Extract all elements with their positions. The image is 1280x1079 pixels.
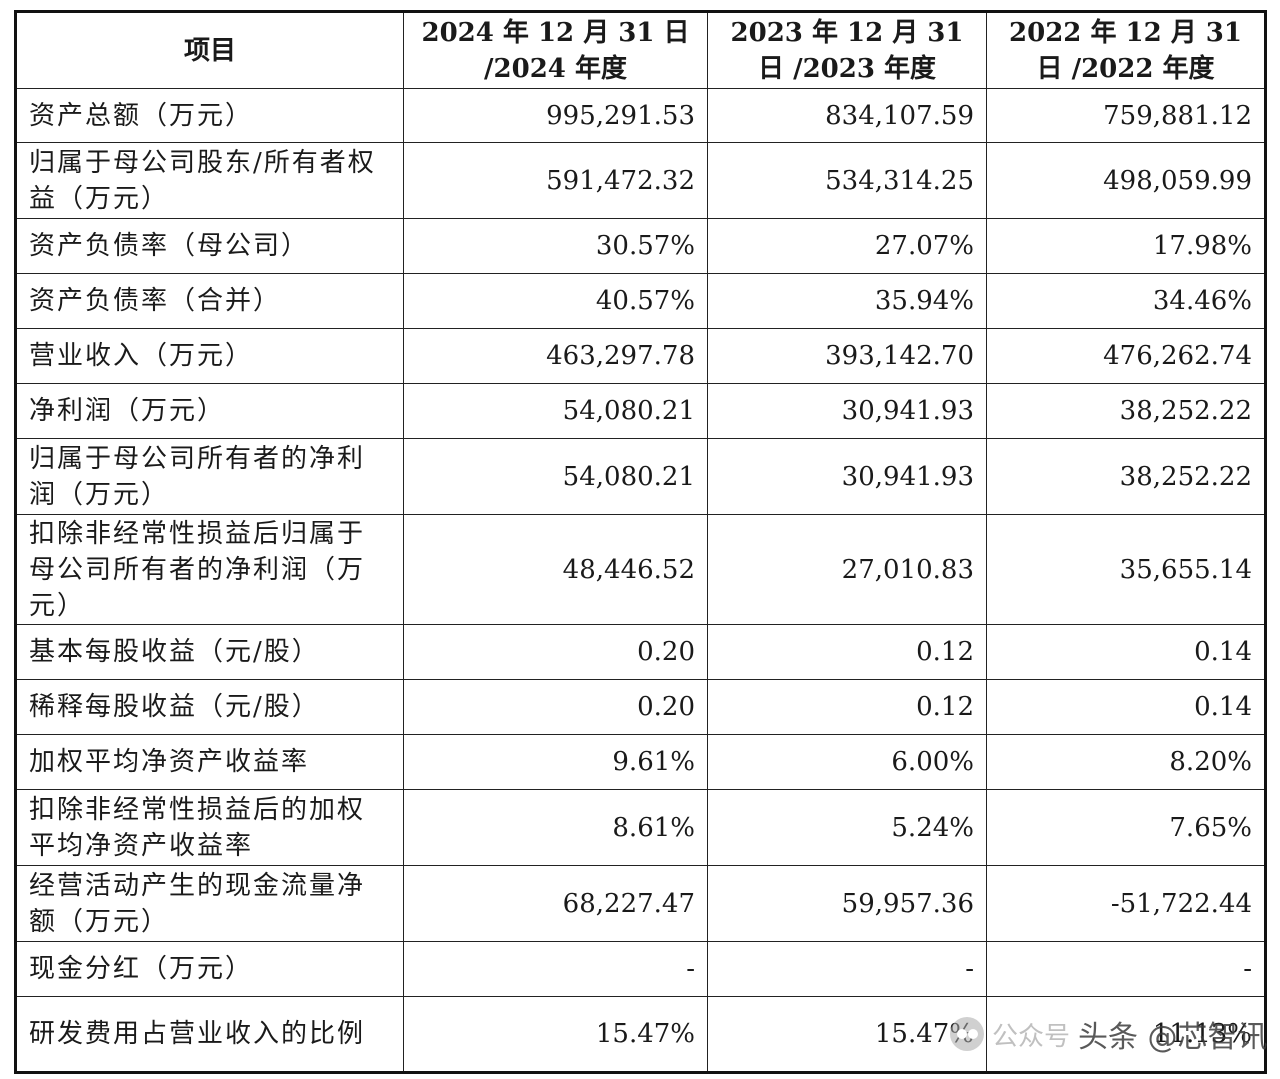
- table-header-row: 项目 2024 年 12 月 31 日 /2024 年度 2023 年 12 月…: [15, 11, 1266, 89]
- cell-2023: 534,314.25: [707, 142, 987, 219]
- cell-2022: 759,881.12: [986, 88, 1266, 143]
- cell-2023: 30,941.93: [707, 438, 987, 515]
- cell-2024: 15.47%: [403, 996, 708, 1073]
- cell-2022: -: [986, 941, 1266, 997]
- cell-2023: -: [707, 941, 987, 997]
- cell-2024: 48,446.52: [403, 514, 708, 625]
- row-label: 现金分红（万元）: [15, 941, 404, 997]
- row-label: 营业收入（万元）: [15, 328, 404, 384]
- cell-2023: 834,107.59: [707, 88, 987, 143]
- table-row: 归属于母公司股东/所有者权益（万元） 591,472.32 534,314.25…: [15, 142, 1266, 219]
- cell-2024: 40.57%: [403, 273, 708, 329]
- cell-2024: -: [403, 941, 708, 997]
- cell-2024: 54,080.21: [403, 438, 708, 515]
- cell-2024: 591,472.32: [403, 142, 708, 219]
- cell-2024: 0.20: [403, 679, 708, 735]
- cell-2023: 0.12: [707, 679, 987, 735]
- row-label: 资产负债率（合并）: [15, 273, 404, 329]
- table-row: 稀释每股收益（元/股） 0.20 0.12 0.14: [15, 679, 1266, 735]
- row-label: 加权平均净资产收益率: [15, 734, 404, 790]
- cell-2023: 30,941.93: [707, 383, 987, 439]
- column-header-2022: 2022 年 12 月 31 日 /2022 年度: [986, 11, 1266, 89]
- row-label: 经营活动产生的现金流量净额（万元）: [15, 865, 404, 942]
- cell-2022: 0.14: [986, 624, 1266, 680]
- row-label: 归属于母公司所有者的净利润（万元）: [15, 438, 404, 515]
- cell-2022: 17.98%: [986, 218, 1266, 274]
- cell-2023: 15.47%: [707, 996, 987, 1073]
- table-row: 资产负债率（合并） 40.57% 35.94% 34.46%: [15, 273, 1266, 329]
- column-header-item: 项目: [15, 11, 404, 89]
- table-row: 资产总额（万元） 995,291.53 834,107.59 759,881.1…: [15, 88, 1266, 143]
- row-label: 研发费用占营业收入的比例: [15, 996, 404, 1073]
- cell-2022: 7.65%: [986, 789, 1266, 866]
- row-label: 扣除非经常性损益后归属于母公司所有者的净利润（万元）: [15, 514, 404, 625]
- table-row: 现金分红（万元） - - -: [15, 941, 1266, 997]
- cell-2023: 0.12: [707, 624, 987, 680]
- row-label: 资产负债率（母公司）: [15, 218, 404, 274]
- cell-2023: 5.24%: [707, 789, 987, 866]
- cell-2022: -51,722.44: [986, 865, 1266, 942]
- column-header-2023: 2023 年 12 月 31 日 /2023 年度: [707, 11, 987, 89]
- table-row: 加权平均净资产收益率 9.61% 6.00% 8.20%: [15, 734, 1266, 790]
- table-row: 营业收入（万元） 463,297.78 393,142.70 476,262.7…: [15, 328, 1266, 384]
- row-label: 净利润（万元）: [15, 383, 404, 439]
- table-row: 资产负债率（母公司） 30.57% 27.07% 17.98%: [15, 218, 1266, 274]
- cell-2024: 463,297.78: [403, 328, 708, 384]
- row-label: 归属于母公司股东/所有者权益（万元）: [15, 142, 404, 219]
- row-label: 基本每股收益（元/股）: [15, 624, 404, 680]
- cell-2022: 38,252.22: [986, 438, 1266, 515]
- cell-2022: 34.46%: [986, 273, 1266, 329]
- table-row: 经营活动产生的现金流量净额（万元） 68,227.47 59,957.36 -5…: [15, 865, 1266, 942]
- row-label: 扣除非经常性损益后的加权平均净资产收益率: [15, 789, 404, 866]
- cell-2022: 38,252.22: [986, 383, 1266, 439]
- cell-2023: 6.00%: [707, 734, 987, 790]
- cell-2024: 54,080.21: [403, 383, 708, 439]
- cell-2023: 27.07%: [707, 218, 987, 274]
- cell-2022: 0.14: [986, 679, 1266, 735]
- cell-2022: 476,262.74: [986, 328, 1266, 384]
- cell-2023: 27,010.83: [707, 514, 987, 625]
- table-row: 研发费用占营业收入的比例 15.47% 15.47% 11.13%: [15, 996, 1266, 1073]
- cell-2024: 9.61%: [403, 734, 708, 790]
- cell-2024: 30.57%: [403, 218, 708, 274]
- cell-2024: 8.61%: [403, 789, 708, 866]
- cell-2024: 68,227.47: [403, 865, 708, 942]
- table-row: 扣除非经常性损益后归属于母公司所有者的净利润（万元） 48,446.52 27,…: [15, 514, 1266, 625]
- financial-summary-table: 项目 2024 年 12 月 31 日 /2024 年度 2023 年 12 月…: [14, 10, 1267, 1074]
- row-label: 资产总额（万元）: [15, 88, 404, 143]
- cell-2023: 35.94%: [707, 273, 987, 329]
- table-row: 基本每股收益（元/股） 0.20 0.12 0.14: [15, 624, 1266, 680]
- table-row: 扣除非经常性损益后的加权平均净资产收益率 8.61% 5.24% 7.65%: [15, 789, 1266, 866]
- table-row: 归属于母公司所有者的净利润（万元） 54,080.21 30,941.93 38…: [15, 438, 1266, 515]
- cell-2023: 393,142.70: [707, 328, 987, 384]
- row-label: 稀释每股收益（元/股）: [15, 679, 404, 735]
- cell-2022: 498,059.99: [986, 142, 1266, 219]
- column-header-2024: 2024 年 12 月 31 日 /2024 年度: [403, 11, 708, 89]
- table-row: 净利润（万元） 54,080.21 30,941.93 38,252.22: [15, 383, 1266, 439]
- cell-2024: 995,291.53: [403, 88, 708, 143]
- cell-2023: 59,957.36: [707, 865, 987, 942]
- cell-2024: 0.20: [403, 624, 708, 680]
- cell-2022: 8.20%: [986, 734, 1266, 790]
- cell-2022: 11.13%: [986, 996, 1266, 1073]
- cell-2022: 35,655.14: [986, 514, 1266, 625]
